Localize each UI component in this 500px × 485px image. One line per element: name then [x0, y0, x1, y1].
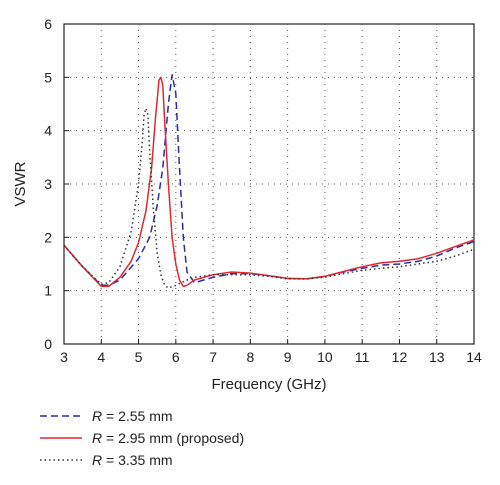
- legend: R = 2.55 mmR = 2.95 mm (proposed)R = 3.3…: [40, 408, 244, 468]
- x-tick-label: 14: [466, 349, 482, 365]
- y-tick-label: 6: [44, 16, 52, 32]
- x-axis-label: Frequency (GHz): [211, 376, 326, 393]
- y-tick-label: 4: [44, 123, 52, 139]
- y-tick-label: 5: [44, 69, 52, 85]
- x-tick-label: 3: [60, 349, 68, 365]
- x-tick-label: 7: [209, 349, 217, 365]
- series-line-1: [63, 73, 475, 287]
- series-line-2: [63, 76, 475, 288]
- y-tick-label: 3: [44, 176, 52, 192]
- y-tick-label: 1: [44, 283, 52, 299]
- legend-variable: R: [92, 452, 102, 468]
- series-line-3: [63, 107, 475, 289]
- x-tick-label: 12: [392, 349, 408, 365]
- x-tick-label: 6: [172, 349, 180, 365]
- x-axis-ticks: 3 4 5 6 7 8 9 10 11 12 13 14: [60, 339, 482, 365]
- x-tick-label: 5: [135, 349, 143, 365]
- legend-label-3: R = 3.35 mm: [92, 452, 173, 468]
- grid-lines: [64, 24, 474, 344]
- y-axis-ticks: 0 1 2 3 4 5 6: [44, 16, 69, 352]
- legend-label-1: R = 2.55 mm: [92, 408, 173, 424]
- x-tick-label: 10: [317, 349, 333, 365]
- legend-value: = 2.55 mm: [102, 408, 172, 424]
- x-tick-label: 13: [429, 349, 445, 365]
- y-tick-label: 2: [44, 229, 52, 245]
- x-tick-label: 8: [246, 349, 254, 365]
- x-tick-label: 9: [284, 349, 292, 365]
- x-tick-label: 4: [97, 349, 105, 365]
- y-axis-label: VSWR: [12, 161, 29, 206]
- legend-label-2: R = 2.95 mm (proposed): [92, 430, 244, 446]
- series-lines: [63, 73, 475, 289]
- legend-value: = 3.35 mm: [102, 452, 172, 468]
- x-tick-label: 11: [355, 349, 370, 365]
- legend-value: = 2.95 mm (proposed): [102, 430, 244, 446]
- legend-variable: R: [92, 408, 102, 424]
- legend-variable: R: [92, 430, 102, 446]
- y-tick-label: 0: [44, 336, 52, 352]
